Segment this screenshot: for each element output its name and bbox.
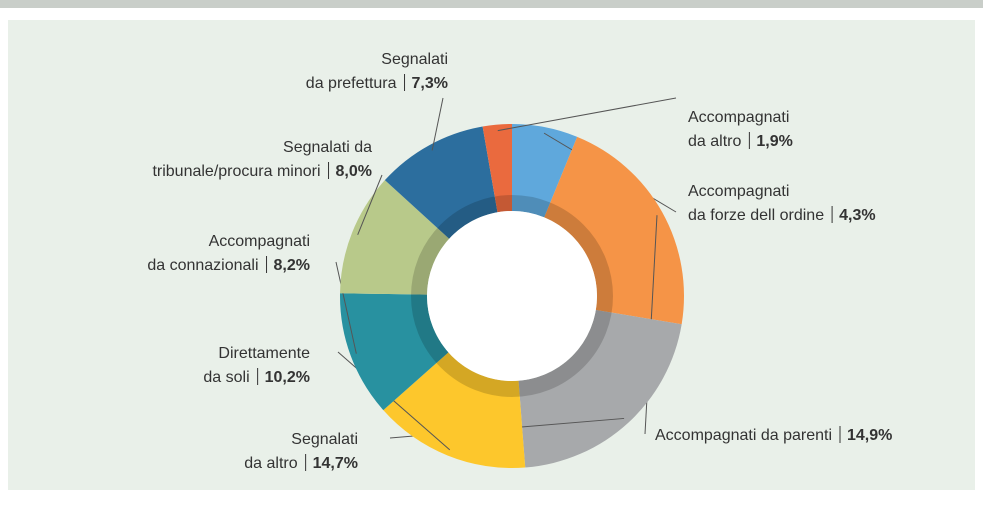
slice-label: Accompagnati [688,109,789,126]
donut-slice [383,352,526,468]
leader-line [497,97,677,132]
value-label: 8,2% [274,257,310,274]
slice-label: Segnalati [381,51,448,68]
top-bar [0,0,983,8]
donut-slice [512,124,578,218]
donut-slice [482,124,512,213]
donut-slice [544,136,684,325]
slice-label: da altro [688,133,741,150]
slice-label: da forze dell ordine [688,207,824,224]
value-label: 8,0% [336,163,372,180]
slice-label: da connazionali [147,257,258,274]
value-label: 14,9% [847,427,892,444]
slice-label: Direttamente [218,345,310,362]
leader-line [431,97,444,151]
donut-slice [340,293,449,411]
value-label: 1,9% [756,133,792,150]
slice-label: Accompagnati [209,233,310,250]
slice-label: Segnalati [291,431,358,448]
value-label: 7,3% [412,75,448,92]
donut-hole [427,211,597,381]
value-label: 10,2% [265,369,310,386]
slice-label: da soli [203,369,249,386]
slice-label: Segnalati da [283,139,372,156]
slice-label: da prefettura [306,75,397,92]
slice-label: tribunale/procura minori [152,163,320,180]
value-label: 4,3% [839,207,875,224]
inner-shade [411,195,613,397]
slice-label: Accompagnati da parenti [655,427,832,444]
value-label: 14,7% [313,455,358,472]
donut-slice [384,126,498,239]
slice-label: da altro [244,455,297,472]
donut-slice [340,180,450,295]
donut-slice [518,309,682,468]
leader-line [335,261,357,354]
leader-line [357,174,383,236]
slice-label: Accompagnati [688,183,789,200]
